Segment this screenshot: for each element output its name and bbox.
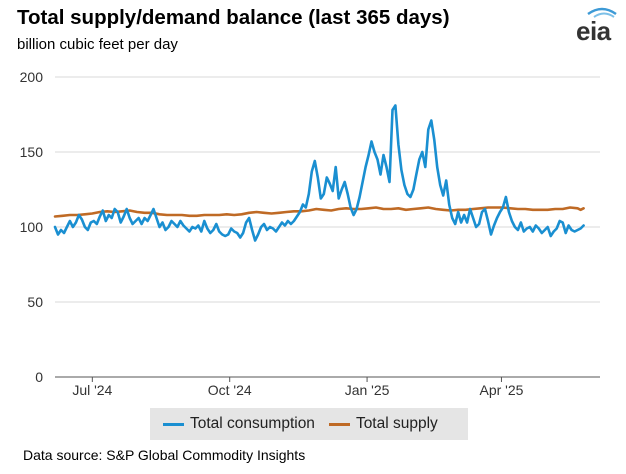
legend-item-supply[interactable]: Total supply — [328, 415, 438, 433]
y-axis-tick-labels: 0 50 100 150 200 — [20, 69, 44, 385]
x-tick-label-3: Apr '25 — [479, 382, 523, 398]
series-line-total-supply — [53, 206, 585, 218]
grid-lines — [55, 76, 600, 303]
eia-logo-text: eia — [576, 16, 611, 46]
legend-label-consumption: Total consumption — [190, 415, 315, 432]
legend-swatch-consumption — [163, 422, 184, 426]
data-source: Data source: S&P Global Commodity Insigh… — [23, 447, 306, 463]
series-line-total-consumption — [53, 104, 585, 242]
eia-logo-arc-icon — [587, 7, 617, 18]
x-tick-label-1: Oct '24 — [208, 382, 252, 398]
chart-series — [53, 104, 585, 242]
y-tick-label-0: 0 — [35, 369, 43, 385]
chart-subtitle: billion cubic feet per day — [17, 36, 178, 53]
legend-label-supply: Total supply — [355, 415, 438, 432]
eia-logo: eia — [570, 6, 620, 46]
chart-title: Total supply/demand balance (last 365 da… — [17, 6, 450, 29]
x-axis: Jul '24 Oct '24 Jan '25 Apr '25 — [55, 376, 600, 398]
x-tick-label-0: Jul '24 — [72, 382, 112, 398]
legend: Total consumption Total supply — [150, 408, 468, 440]
y-tick-label-150: 150 — [20, 144, 44, 160]
legend-swatch-supply — [328, 422, 350, 426]
y-tick-label-100: 100 — [20, 219, 44, 235]
y-tick-label-50: 50 — [27, 294, 43, 310]
legend-item-consumption[interactable]: Total consumption — [163, 415, 315, 433]
y-tick-label-200: 200 — [20, 69, 44, 85]
x-tick-label-2: Jan '25 — [345, 382, 390, 398]
